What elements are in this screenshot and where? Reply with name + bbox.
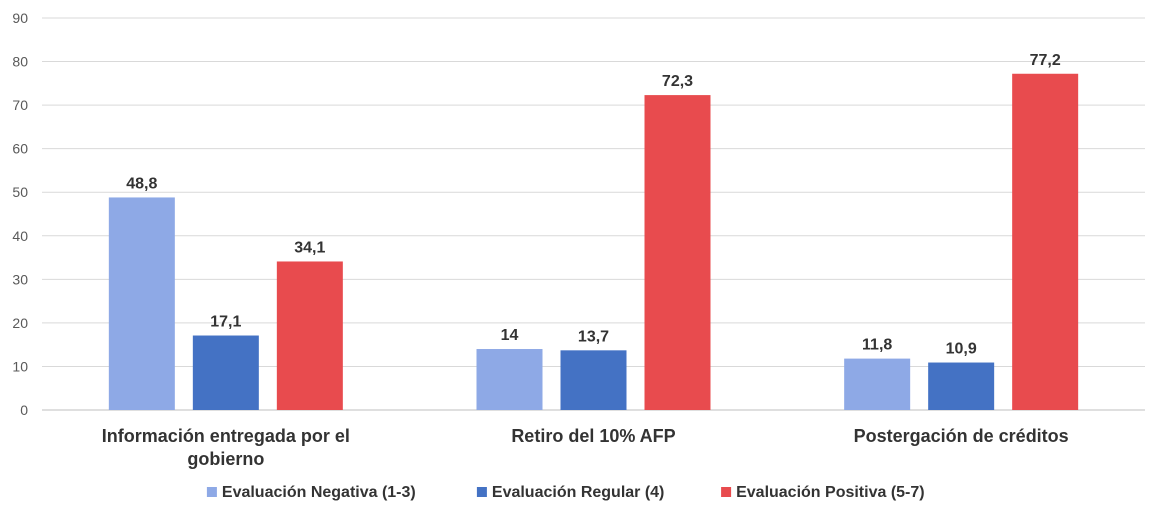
y-tick-label: 60: [12, 141, 28, 157]
bar: [476, 349, 543, 410]
legend-label: Evaluación Positiva (5-7): [736, 484, 925, 501]
data-label: 17,1: [210, 314, 241, 331]
legend-swatch: [476, 487, 487, 497]
y-tick-label: 40: [12, 228, 28, 244]
data-label: 13,7: [578, 328, 609, 345]
data-label: 11,8: [862, 337, 892, 354]
legend: Evaluación Negativa (1-3) Evaluación Regu…: [206, 484, 925, 501]
bar: [644, 95, 711, 411]
bar: [560, 350, 627, 410]
bar: [844, 358, 911, 410]
data-label: 72,3: [662, 73, 693, 90]
legend-swatch: [206, 487, 217, 497]
x-category-label: Retiro del 10% AFP: [511, 426, 675, 446]
legend-item: Evaluación Positiva (5-7): [721, 484, 925, 501]
bar: [928, 362, 995, 410]
x-axis-categories: Información entregada por el gobierno Reti…: [102, 426, 1069, 469]
legend-label: Evaluación Negativa (1-3): [222, 484, 416, 501]
y-tick-label: 80: [12, 54, 28, 70]
data-label: 10,9: [946, 341, 977, 358]
y-tick-label: 30: [12, 271, 28, 287]
y-tick-label: 20: [12, 315, 28, 331]
data-labels: 48,8 17,1 34,1 14 13,7 72,3 11,8 10,9 77,2: [126, 52, 1061, 358]
y-tick-label: 0: [20, 402, 28, 418]
data-label: 77,2: [1030, 52, 1061, 69]
legend-item: Evaluación Regular (4): [476, 484, 665, 501]
x-category-label: Postergación de créditos: [854, 426, 1069, 446]
y-axis: 0 10 20 30 40 50 60 70 80 90: [12, 10, 28, 418]
legend-swatch: [721, 487, 732, 497]
bar: [108, 197, 175, 410]
bar: [192, 335, 259, 410]
bar: [1012, 73, 1079, 411]
data-label: 34,1: [294, 239, 325, 256]
bars: [108, 73, 1079, 411]
data-label: 48,8: [126, 175, 157, 192]
legend-label: Evaluación Regular (4): [492, 484, 665, 501]
legend-item: Evaluación Negativa (1-3): [206, 484, 416, 501]
x-category-label: Información entregada por el gobierno: [102, 426, 350, 469]
y-tick-label: 90: [12, 10, 28, 26]
y-tick-label: 50: [12, 184, 28, 200]
y-tick-label: 10: [12, 358, 28, 374]
y-tick-label: 70: [12, 97, 28, 113]
data-label: 14: [501, 327, 519, 344]
bar: [276, 261, 343, 410]
